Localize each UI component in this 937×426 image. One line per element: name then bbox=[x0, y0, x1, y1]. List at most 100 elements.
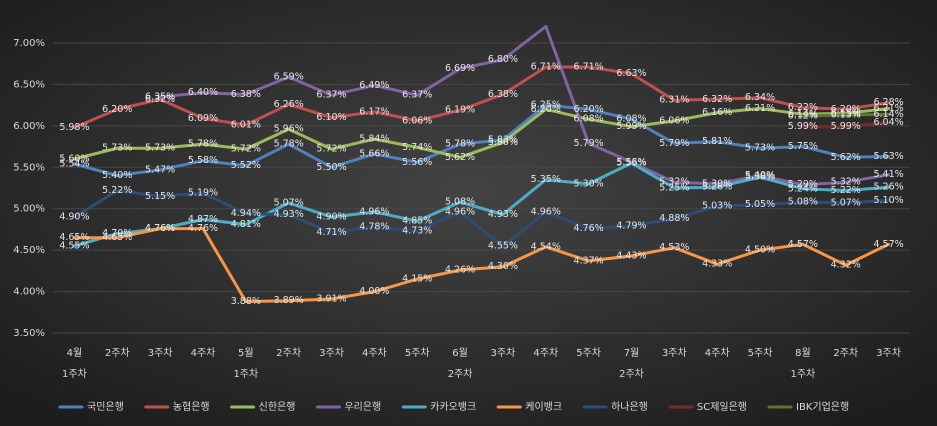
legend-label: 신한은행 bbox=[259, 401, 296, 413]
series-line bbox=[72, 65, 891, 129]
data-label: 6.38% bbox=[488, 89, 518, 100]
series-line bbox=[72, 189, 891, 248]
data-label: 6.01% bbox=[231, 120, 261, 131]
data-label: 5.72% bbox=[316, 144, 346, 155]
data-label: 5.15% bbox=[145, 191, 175, 202]
data-label: 5.07% bbox=[274, 197, 304, 208]
data-labels: 5.54% 5.40% 5.47% 5.58% 5.52% 5.78% 5.50% 5.66%… bbox=[59, 54, 903, 307]
data-label: 6.20% bbox=[531, 104, 561, 115]
x-tick-label: 4주차 bbox=[533, 347, 558, 359]
data-label: 4.53% bbox=[659, 242, 689, 253]
data-label: 6.80% bbox=[488, 54, 518, 65]
y-tick-label: 6.00% bbox=[13, 121, 45, 132]
x-tick-label: 3주차 bbox=[876, 347, 901, 359]
data-label: 5.24% bbox=[788, 183, 818, 194]
data-label: 4.96% bbox=[359, 207, 389, 218]
data-label: 6.20% bbox=[831, 104, 861, 115]
x-tick-label: 5주차 bbox=[405, 347, 430, 359]
data-label: 5.41% bbox=[873, 169, 903, 180]
data-label: 5.40% bbox=[745, 170, 775, 181]
data-label: 5.50% bbox=[316, 162, 346, 173]
series-line bbox=[72, 103, 891, 178]
data-label: 6.71% bbox=[531, 62, 561, 73]
x-tick-label: 2주차 bbox=[276, 347, 301, 359]
x-tick-label: 4주차 bbox=[191, 347, 216, 359]
legend-label: 카카오뱅크 bbox=[430, 401, 476, 413]
legend-label: 농협은행 bbox=[173, 400, 210, 413]
data-label: 6.08% bbox=[616, 114, 646, 125]
data-label: 4.70% bbox=[102, 228, 132, 239]
series-line bbox=[72, 161, 891, 248]
data-label: 5.78% bbox=[274, 139, 304, 150]
data-label: 5.03% bbox=[702, 201, 732, 212]
data-label: 6.20% bbox=[574, 104, 604, 115]
x-tick-label: 6월 2주차 bbox=[448, 347, 473, 380]
data-label: 5.22% bbox=[831, 185, 861, 196]
data-label: 5.79% bbox=[659, 138, 689, 149]
x-tick-label: 5주차 bbox=[576, 347, 601, 359]
series-line bbox=[801, 112, 891, 118]
data-label: 4.65% bbox=[102, 232, 132, 243]
data-label: 6.37% bbox=[316, 90, 346, 101]
data-label: 4.71% bbox=[316, 227, 346, 238]
data-label: 4.65% bbox=[59, 232, 89, 243]
data-label: 6.59% bbox=[274, 71, 304, 82]
data-label: 4.90% bbox=[316, 212, 346, 223]
data-label: 5.78% bbox=[445, 139, 475, 150]
data-label: 6.32% bbox=[145, 94, 175, 105]
x-tick-label: 3주차 bbox=[148, 347, 173, 359]
data-label: 4.37% bbox=[574, 255, 604, 266]
data-label: 6.21% bbox=[745, 103, 775, 114]
data-label: 5.73% bbox=[745, 143, 775, 154]
data-label: 5.40% bbox=[102, 170, 132, 181]
x-tick-label: 7월 2주차 bbox=[619, 347, 644, 380]
data-label: 4.32% bbox=[831, 260, 861, 271]
data-label: 3.88% bbox=[231, 296, 261, 307]
data-label: 5.66% bbox=[359, 149, 389, 160]
data-label: 5.84% bbox=[359, 134, 389, 145]
data-label: 5.62% bbox=[445, 152, 475, 163]
data-label: 6.40% bbox=[188, 87, 218, 98]
legend-label: 국민은행 bbox=[87, 401, 124, 413]
data-label: 4.57% bbox=[873, 239, 903, 250]
data-label: 4.57% bbox=[788, 239, 818, 250]
data-label: 6.13% bbox=[831, 110, 861, 121]
data-label: 5.81% bbox=[702, 136, 732, 147]
data-label: 4.26% bbox=[445, 265, 475, 276]
data-label: 5.08% bbox=[788, 197, 818, 208]
data-label: 5.08% bbox=[445, 197, 475, 208]
data-label: 5.47% bbox=[145, 164, 175, 175]
data-label: 4.78% bbox=[359, 221, 389, 232]
data-label: 6.22% bbox=[788, 102, 818, 113]
legend: 국민은행 농협은행 신한은행 우리은행 카카오뱅크 케이뱅크 하나은행 SC제일은행 IBK기업… bbox=[58, 400, 849, 413]
data-label: 5.63% bbox=[873, 151, 903, 162]
y-tick-label: 7.00% bbox=[13, 38, 45, 49]
data-label: 6.20% bbox=[102, 104, 132, 115]
data-label: 6.08% bbox=[574, 114, 604, 125]
data-label: 4.55% bbox=[488, 241, 518, 252]
data-label: 5.25% bbox=[659, 183, 689, 194]
x-tick-label: 3주차 bbox=[319, 347, 344, 359]
data-label: 5.62% bbox=[831, 152, 861, 163]
data-label: 5.05% bbox=[745, 199, 775, 210]
data-label: 6.19% bbox=[445, 105, 475, 116]
data-label: 5.52% bbox=[231, 160, 261, 171]
data-label: 6.63% bbox=[616, 68, 646, 79]
data-label: 6.34% bbox=[745, 92, 775, 103]
data-label: 5.30% bbox=[574, 178, 604, 189]
data-label: 5.26% bbox=[702, 182, 732, 193]
series-line bbox=[72, 107, 891, 161]
data-label: 6.28% bbox=[873, 97, 903, 108]
data-label: 4.96% bbox=[531, 207, 561, 218]
legend-label: 케이뱅크 bbox=[525, 401, 562, 413]
data-label: 5.78% bbox=[188, 139, 218, 150]
data-label: 5.72% bbox=[231, 144, 261, 155]
x-tick-label: 3주차 bbox=[662, 347, 687, 359]
data-label: 4.93% bbox=[488, 209, 518, 220]
y-tick-label: 3.50% bbox=[13, 328, 45, 339]
data-label: 5.98% bbox=[59, 122, 89, 133]
y-tick-label: 6.50% bbox=[13, 79, 45, 90]
data-label: 5.10% bbox=[873, 195, 903, 206]
data-label: 5.96% bbox=[274, 124, 304, 135]
